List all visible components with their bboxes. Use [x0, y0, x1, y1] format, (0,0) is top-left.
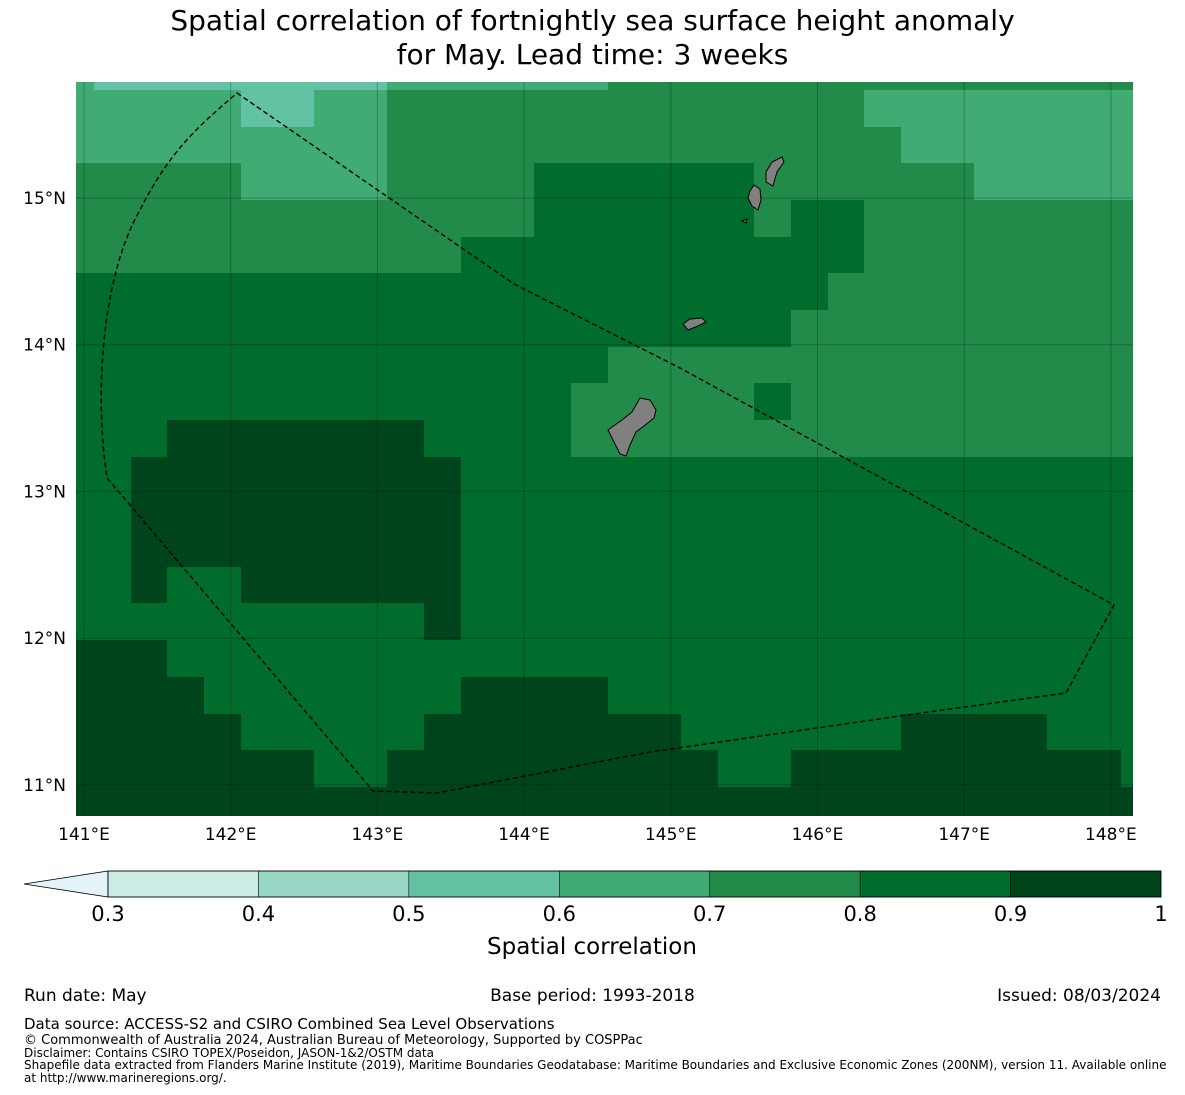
colorbar-segment: [859, 870, 1011, 898]
correlation-field: [76, 82, 1133, 816]
longitude-tick-label: 148°E: [1085, 825, 1137, 845]
colorbar-segment: [408, 870, 560, 898]
issued-date: Issued: 08/03/2024: [997, 986, 1161, 1006]
eez-boundary: [100, 92, 1115, 794]
colorbar-tick-label: 0.7: [693, 902, 726, 926]
longitude-labels: 141°E 142°E 143°E 144°E 145°E 146°E 147°E 148°E: [58, 825, 1137, 845]
colorbar-extend-min: [23, 870, 109, 898]
colorbar-segment: [709, 870, 861, 898]
data-source: Data source: ACCESS-S2 and CSIRO Combine…: [24, 1015, 555, 1033]
colorbar-tick-label: 0.6: [543, 902, 576, 926]
copyright: © Commonwealth of Australia 2024, Austra…: [24, 1033, 643, 1048]
latitude-tick-label: 14°N: [23, 336, 66, 356]
colorbar-tick-label: 0.8: [843, 902, 876, 926]
colorbar-tick-label: 0.3: [91, 902, 124, 926]
islands: [607, 156, 785, 457]
saipan-island: [765, 156, 785, 187]
longitude-tick-label: 144°E: [498, 825, 550, 845]
colorbar-segment: [559, 870, 710, 898]
longitude-tick-label: 141°E: [58, 825, 110, 845]
latitude-tick-label: 12°N: [23, 629, 66, 649]
latitude-tick-label: 13°N: [23, 482, 66, 502]
colorbar-segment: [258, 870, 410, 898]
colorbar-tick-label: 1: [1154, 902, 1167, 926]
run-date: Run date: May: [24, 986, 147, 1006]
colorbar-title: Spatial correlation: [487, 934, 697, 960]
disclaimer: Disclaimer: Contains CSIRO TOPEX/Poseido…: [24, 1046, 434, 1060]
colorbar: 0.3 0.4 0.5 0.6 0.7 0.8 0.9 1 Spatial correlati…: [23, 870, 1168, 960]
title-line-1: Spatial correlation of fortnightly sea s…: [170, 4, 1015, 37]
colorbar-segment: [1010, 870, 1162, 898]
colorbar-tick-label: 0.4: [242, 902, 275, 926]
title-line-2: for May. Lead time: 3 weeks: [396, 38, 789, 71]
field-07-08-east: [791, 310, 1133, 420]
latitude-tick-label: 11°N: [23, 776, 66, 796]
field-05-06: [94, 82, 387, 90]
latitude-labels: 15°N 14°N 13°N 12°N 11°N: [23, 189, 66, 796]
shapefile-credit: Shapefile data extracted from Flanders M…: [24, 1058, 1167, 1085]
rota-island: [682, 317, 707, 331]
field-09-10-west: [131, 420, 461, 640]
longitude-tick-label: 145°E: [645, 825, 697, 845]
colorbar-outline: [107, 870, 1162, 898]
longitude-tick-label: 146°E: [792, 825, 844, 845]
guam-island: [607, 397, 657, 457]
colorbar-segment: [107, 870, 259, 898]
longitude-tick-label: 142°E: [205, 825, 257, 845]
map-title: Spatial correlation of fortnightly sea s…: [0, 4, 1185, 72]
latitude-tick-label: 15°N: [23, 189, 66, 209]
map-figure: 141°E 142°E 143°E 144°E 145°E 146°E 147°E 148°E…: [23, 82, 1168, 960]
base-period: Base period: 1993-2018: [490, 986, 695, 1006]
aguijan-island: [740, 218, 748, 224]
longitude-tick-label: 143°E: [352, 825, 404, 845]
field-09-10-south: [76, 640, 1133, 816]
graticule: [76, 82, 1133, 816]
colorbar-tick-label: 0.5: [392, 902, 425, 926]
longitude-tick-label: 147°E: [938, 825, 990, 845]
colorbar-tick-label: 0.9: [994, 902, 1027, 926]
tinian-island: [747, 184, 762, 211]
